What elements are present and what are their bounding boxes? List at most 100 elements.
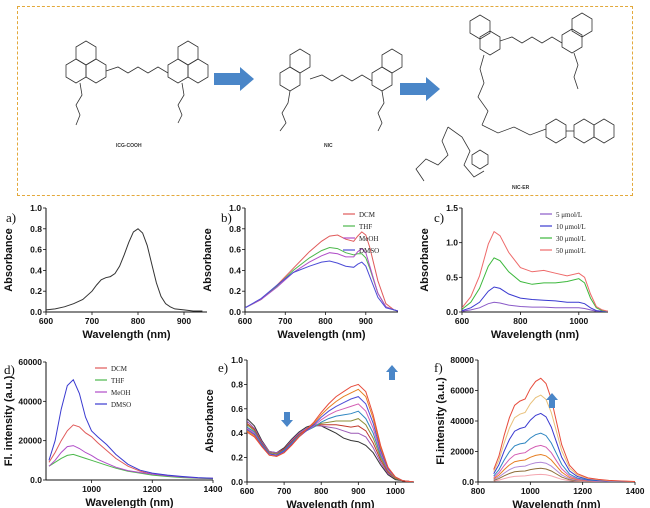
y-tick-label: 0.0 [462,477,474,487]
legend-label: DMSO [111,401,131,409]
x-axis-title: Wavelength (nm) [85,497,174,508]
y-tick-label: 60000 [18,357,42,367]
chart-d: d) 0.0 20000 40000 60000 1000 1200 1400 Waveleng… [3,357,223,508]
compound-label-icg-cooh: ICG-COOH [116,143,142,149]
series-line [245,246,398,312]
series-line [247,418,414,482]
y-axis-title: Fl. intensity (a.u.) [3,375,15,466]
chart-e: e) 0.0 0.2 0.4 0.6 0.8 1.0 600 700 800 900 1000 Wave… [204,355,414,508]
x-axis-title: Wavelength (nm) [491,329,580,341]
legend-label: 5 μmol/L [556,211,582,219]
chart-f: f) 0.0 20000 40000 60000 80000 800 1000 1200 1400… [434,355,645,508]
series-line [245,231,398,312]
y-tick-label: 1.0 [229,203,241,213]
arrow-1 [214,67,254,91]
decrease-arrow-icon [281,412,293,427]
y-tick-label: 1.0 [231,355,243,365]
x-tick-label: 1000 [386,486,405,496]
y-axis-title: Absorbance [202,228,214,292]
x-tick-label: 900 [351,486,365,496]
series-line [46,228,203,312]
series-line [493,432,635,482]
panel-label: a) [6,210,16,225]
chart-a: a) 0.0 0.2 0.4 0.6 0.8 1.0 600 700 800 900 Waveleng… [3,203,207,341]
x-tick-label: 700 [85,316,99,326]
icg-cooh-structure [65,40,209,126]
y-tick-label: 0.2 [229,286,241,296]
x-axis-title: Wavelength (nm) [512,499,601,508]
panel-label: c) [434,210,444,225]
y-axis-title: Absorbance [3,228,15,292]
panel-label: b) [221,210,232,225]
y-tick-label: 0.4 [231,428,243,438]
panel-a: a) 0.0 0.2 0.4 0.6 0.8 1.0 600 700 800 900 Waveleng… [0,200,215,352]
series-line [48,378,213,479]
y-tick-label: 0.4 [30,265,42,275]
y-axis-title: Absorbance [204,389,216,453]
legend-label: DMSO [359,247,379,255]
legend-label: 50 μmol/L [556,247,586,255]
x-tick-label: 700 [278,316,292,326]
y-tick-label: 20000 [18,436,42,446]
series-line [493,412,635,482]
panel-label: d) [4,362,15,377]
x-tick-label: 800 [131,316,145,326]
x-tick-label: 1000 [82,484,101,494]
x-tick-label: 1400 [626,486,645,496]
y-tick-label: 0.0 [446,307,458,317]
x-axis-title: Wavelength (nm) [277,329,366,341]
y-tick-label: 0.6 [229,245,241,255]
panel-d: d) 0.0 20000 40000 60000 1000 1200 1400 Waveleng… [0,354,223,508]
nic-er-structure [415,12,615,182]
series-line [48,453,213,480]
x-tick-label: 700 [277,486,291,496]
series-line [247,420,414,482]
y-tick-label: 40000 [450,416,474,426]
legend-label: 30 μmol/L [556,235,586,243]
x-tick-label: 1200 [573,486,592,496]
series-line [48,424,213,479]
legend-label: MeOH [359,235,378,243]
y-tick-label: 40000 [18,396,42,406]
x-axis-title: Wavelength (nm) [82,329,171,341]
y-tick-label: 20000 [450,447,474,457]
x-tick-label: 1000 [521,486,540,496]
y-axis-title: Absorbance [419,228,431,292]
legend-label: 10 μmol/L [556,223,586,231]
series-line [493,377,635,482]
panel-c: c) 0.0 0.5 1.0 1.5 600 800 1000 Wavelength (nm) A… [419,200,645,352]
series-line [462,230,608,312]
x-tick-label: 800 [314,486,328,496]
scheme-drawing [65,12,615,182]
series-line [462,286,608,312]
nic-structure [279,48,403,132]
series-line [493,394,635,482]
series-line [247,383,414,482]
y-tick-label: 60000 [450,386,474,396]
y-tick-label: 0.8 [229,224,241,234]
x-tick-label: 600 [455,316,469,326]
y-tick-label: 0.0 [231,477,243,487]
chart-b: b) 0.0 0.2 0.4 0.6 0.8 1.0 600 700 800 900 Waveleng… [202,203,398,341]
legend-label: DCM [359,211,376,219]
panel-e: e) 0.0 0.2 0.4 0.6 0.8 1.0 600 700 800 900 1000 Wave… [204,354,430,508]
series-line [462,257,608,312]
y-tick-label: 0.8 [30,224,42,234]
y-tick-label: 0.4 [229,265,241,275]
compound-label-nic: NIC [324,143,333,149]
y-tick-label: 1.0 [446,238,458,248]
legend-label: THF [111,377,124,385]
x-tick-label: 600 [238,316,252,326]
y-tick-label: 0.8 [231,379,243,389]
y-tick-label: 80000 [450,355,474,365]
series-line [247,396,414,482]
x-tick-label: 900 [177,316,191,326]
y-tick-label: 0.0 [229,307,241,317]
y-tick-label: 1.5 [446,203,458,213]
increase-arrow-icon [386,365,398,380]
x-tick-label: 600 [240,486,254,496]
panel-b: b) 0.0 0.2 0.4 0.6 0.8 1.0 600 700 800 900 Waveleng… [202,200,430,352]
y-tick-label: 0.0 [30,307,42,317]
x-tick-label: 800 [318,316,332,326]
panel-f: f) 0.0 20000 40000 60000 80000 800 1000 1200 1400… [430,354,645,508]
